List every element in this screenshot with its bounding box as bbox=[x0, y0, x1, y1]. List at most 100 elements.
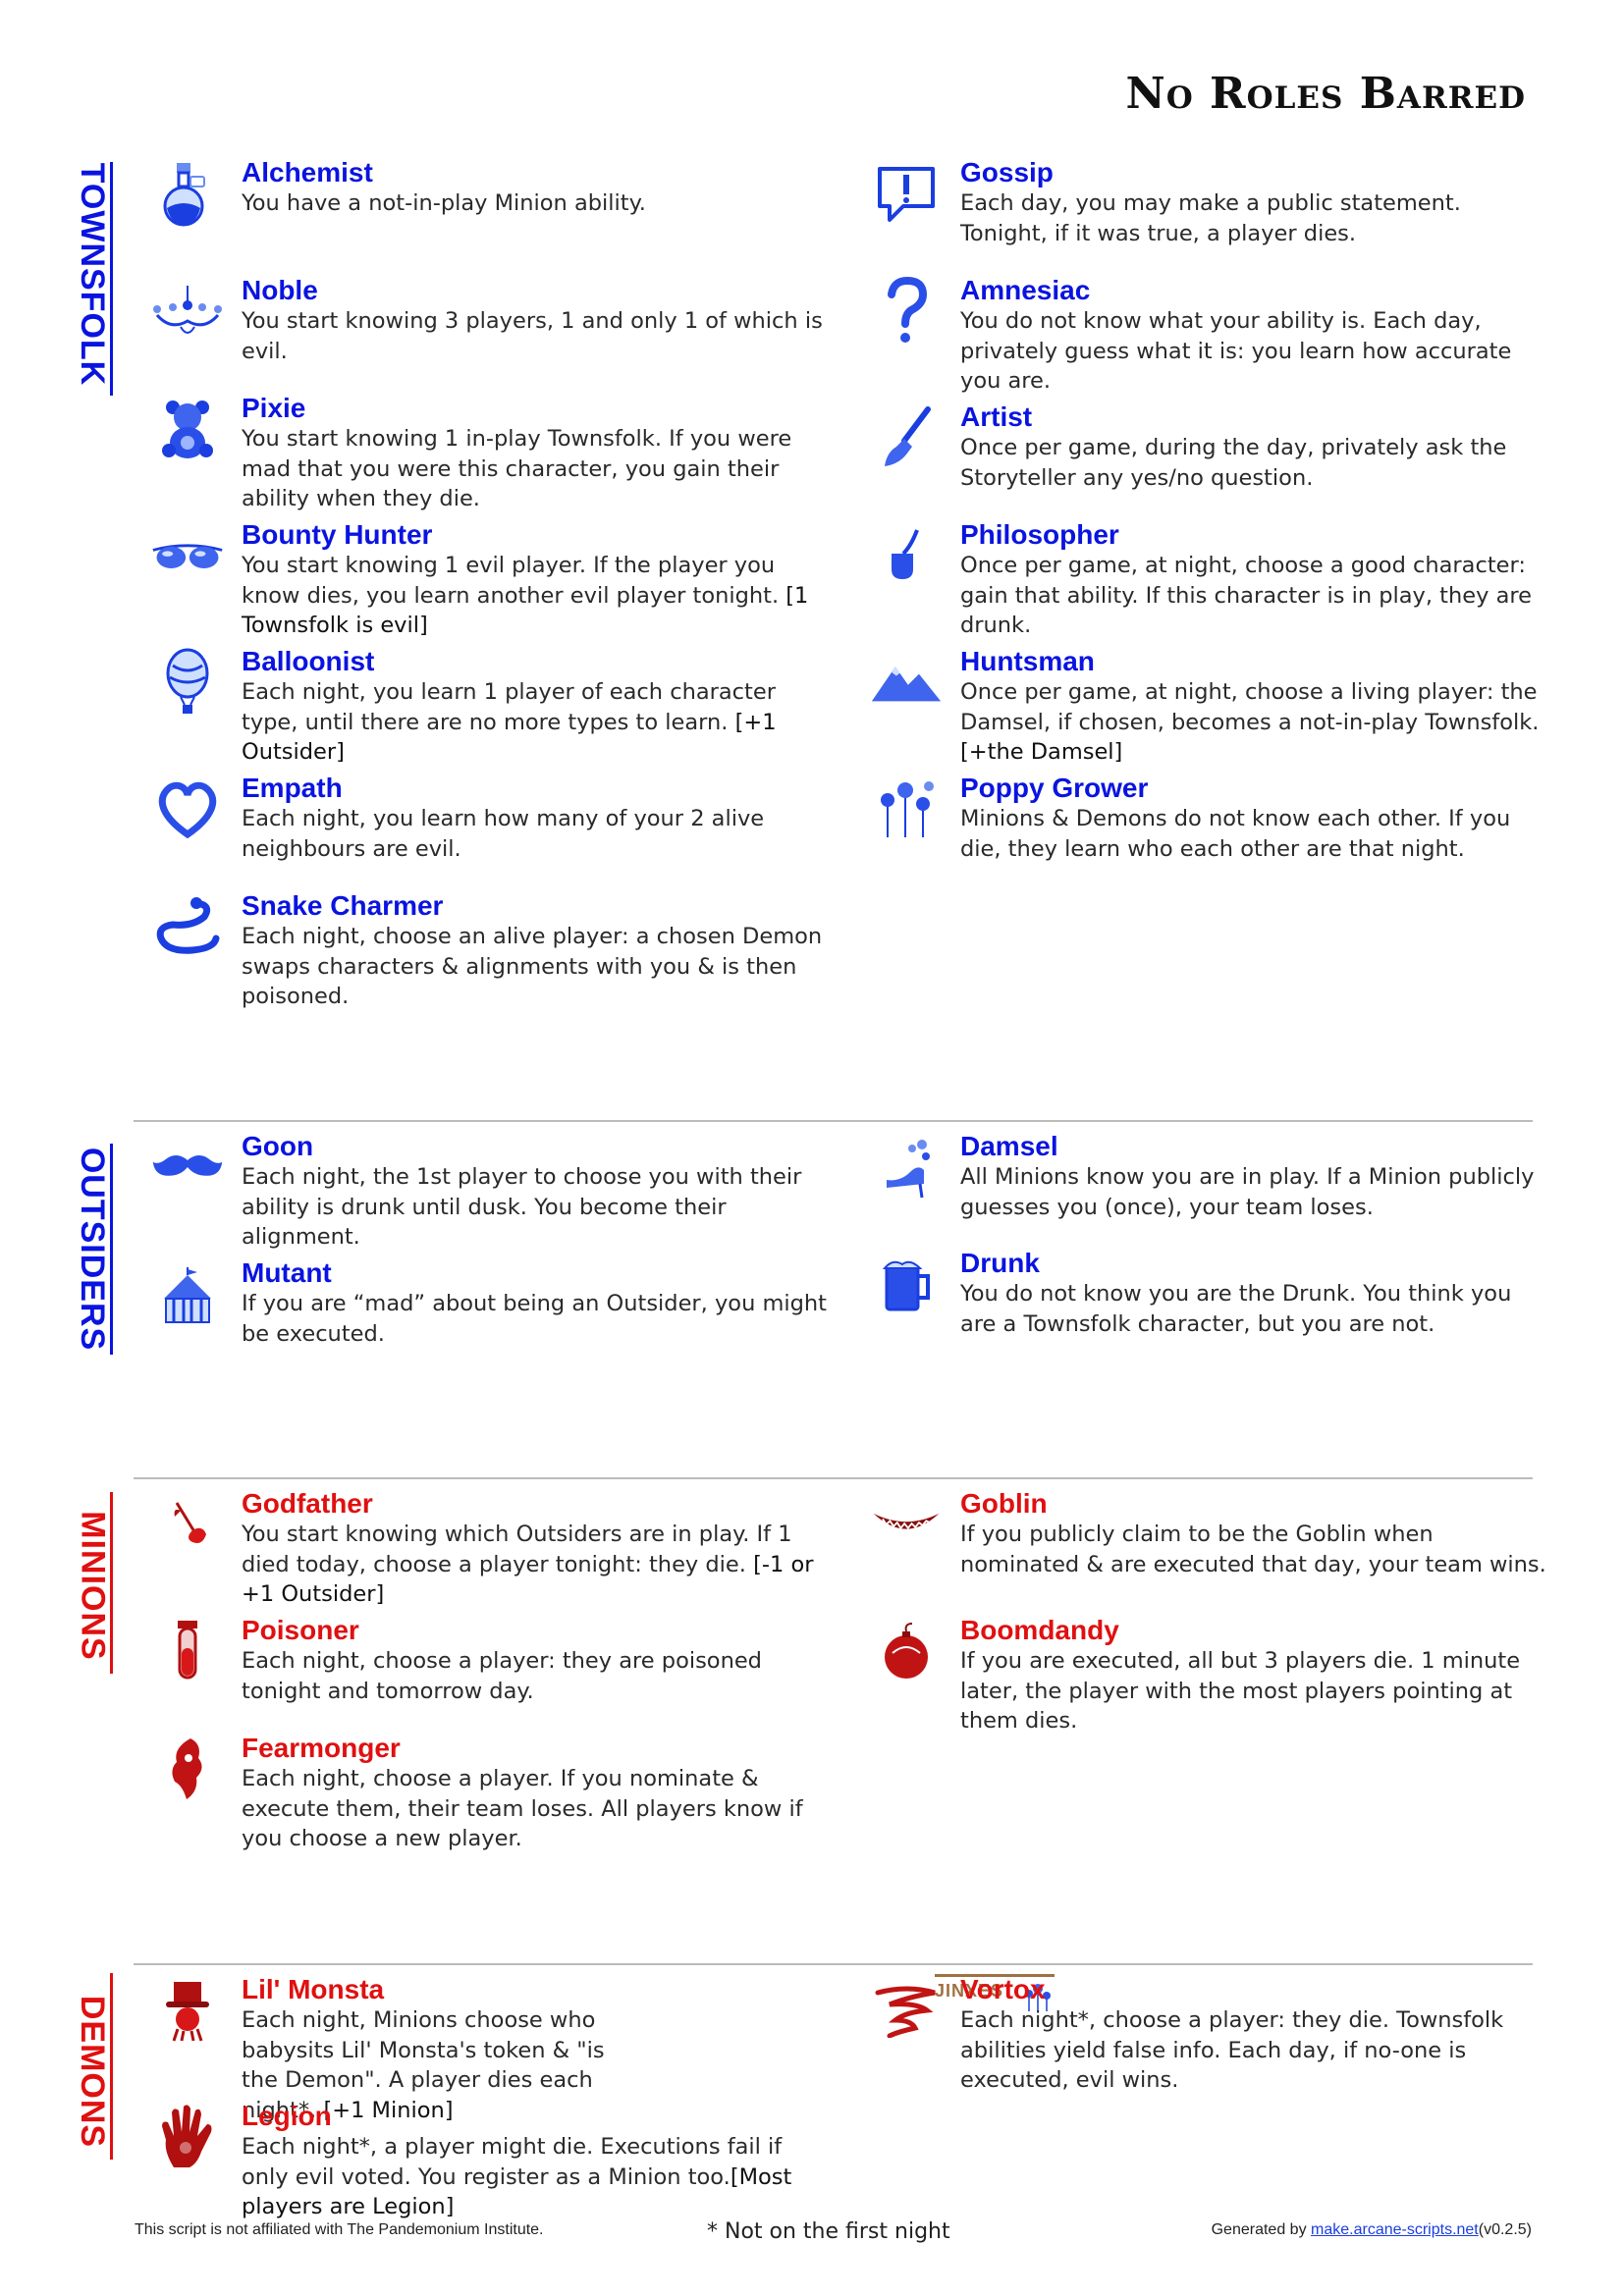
chandelier-icon bbox=[151, 275, 224, 347]
role-ability: You do not know you are the Drunk. You t… bbox=[960, 1281, 1512, 1337]
pipe-icon bbox=[870, 519, 943, 592]
role-ability: Once per game, at night, choose a living… bbox=[960, 679, 1540, 765]
role-name: Empath bbox=[242, 773, 343, 803]
fearmonger-icon bbox=[151, 1733, 224, 1805]
high-heel-icon bbox=[870, 1131, 943, 1203]
role-fearmonger: Fearmonger Each night, choose a player. … bbox=[172, 1733, 831, 1854]
heart-icon bbox=[151, 773, 224, 845]
role-goon: Goon Each night, the 1st player to choos… bbox=[152, 1131, 831, 1253]
role-goblin: Goblin If you publicly claim to be the G… bbox=[873, 1488, 1549, 1579]
role-ability: All Minions know you are in play. If a M… bbox=[960, 1164, 1535, 1220]
snake-icon bbox=[151, 890, 224, 963]
role-name: Drunk bbox=[960, 1248, 1040, 1278]
role-name: Boomdandy bbox=[960, 1615, 1119, 1645]
role-vortox: Vortox Each night*, choose a player: the… bbox=[875, 1974, 1549, 2096]
role-balloonist: Balloonist Each night, you learn 1 playe… bbox=[166, 646, 831, 768]
role-ability: Each night*, choose a player: they die. … bbox=[960, 2007, 1504, 2093]
teddy-bear-icon bbox=[151, 393, 224, 465]
role-huntsman: Huntsman Once per game, at night, choose… bbox=[871, 646, 1549, 768]
role-ability: Each night, the 1st player to choose you… bbox=[242, 1164, 802, 1250]
role-name: Goblin bbox=[960, 1488, 1048, 1519]
role-ability: If you publicly claim to be the Goblin w… bbox=[960, 1522, 1546, 1577]
role-ability: Each day, you may make a public statemen… bbox=[960, 190, 1461, 246]
balloon-icon bbox=[151, 646, 224, 719]
role-name: Noble bbox=[242, 275, 318, 305]
role-name: Godfather bbox=[242, 1488, 373, 1519]
role-ability: Each night, choose an alive player: a ch… bbox=[242, 924, 823, 1009]
role-mutant: Mutant If you are “mad” about being an O… bbox=[164, 1257, 831, 1349]
role-name: Lil' Monsta bbox=[242, 1974, 385, 2004]
role-name: Damsel bbox=[960, 1131, 1058, 1161]
role-name: Legion bbox=[242, 2101, 332, 2131]
moustache-icon bbox=[151, 1131, 224, 1203]
role-ability: Once per game, during the day, privately… bbox=[960, 435, 1507, 491]
role-boomdandy: Boomdandy If you are executed, all but 3… bbox=[885, 1615, 1549, 1736]
role-name: Fearmonger bbox=[242, 1733, 401, 1763]
role-alchemist: Alchemist You have a not-in-play Minion … bbox=[163, 157, 831, 227]
bomb-icon bbox=[870, 1615, 943, 1687]
role-ability: You start knowing 1 in-play Townsfolk. I… bbox=[242, 426, 792, 511]
jinx-panel: JINXES bbox=[935, 1974, 1055, 2011]
role-name: Poisoner bbox=[242, 1615, 359, 1645]
outsiders-label: OUTSIDERS bbox=[74, 1147, 112, 1351]
role-name: Bounty Hunter bbox=[242, 519, 433, 550]
section-divider bbox=[134, 1477, 1533, 1479]
role-ability: Each night, you learn how many of your 2… bbox=[242, 806, 765, 862]
role-ability: You do not know what your ability is. Ea… bbox=[960, 308, 1512, 394]
vortex-icon bbox=[870, 1974, 943, 2047]
role-bounty-hunter: Bounty Hunter You start knowing 1 evil p… bbox=[152, 519, 831, 641]
role-ability: You start knowing which Outsiders are in… bbox=[242, 1522, 814, 1607]
rose-icon bbox=[151, 1488, 224, 1561]
role-name: Vortox bbox=[960, 1974, 1046, 2004]
script-title: No Roles Barred bbox=[1125, 69, 1526, 119]
role-ability: You have a not-in-play Minion ability. bbox=[242, 190, 646, 216]
footer-generated: Generated by make.arcane-scripts.net(v0.… bbox=[1211, 2221, 1532, 2238]
role-ability: Once per game, at night, choose a good c… bbox=[960, 553, 1532, 638]
footer-night-note: * Not on the first night bbox=[707, 2219, 950, 2244]
role-ability: Each night, Minions choose who babysits … bbox=[242, 2007, 605, 2123]
role-name: Mutant bbox=[242, 1257, 332, 1288]
section-divider bbox=[134, 1120, 1533, 1122]
role-artist: Artist Once per game, during the day, pr… bbox=[885, 401, 1549, 493]
townsfolk-bar bbox=[110, 162, 113, 396]
role-ability: You start knowing 3 players, 1 and only … bbox=[242, 308, 823, 364]
role-poisoner: Poisoner Each night, choose a player: th… bbox=[178, 1615, 831, 1706]
demons-bar bbox=[110, 1973, 113, 2160]
role-poppy-grower: Poppy Grower Minions & Demons do not kno… bbox=[881, 773, 1549, 864]
mountains-icon bbox=[870, 646, 943, 719]
role-name: Snake Charmer bbox=[242, 890, 444, 921]
outsiders-bar bbox=[110, 1144, 113, 1355]
generator-link[interactable]: make.arcane-scripts.net bbox=[1311, 2221, 1479, 2238]
role-godfather: Godfather You start knowing which Outsid… bbox=[174, 1488, 831, 1610]
circus-tent-icon bbox=[151, 1257, 224, 1330]
role-ability: Each night, choose a player. If you nomi… bbox=[242, 1766, 803, 1851]
role-ability: You start knowing 1 evil player. If the … bbox=[242, 553, 809, 638]
role-ability: If you are “mad” about being an Outsider… bbox=[242, 1291, 828, 1347]
role-ability: Each night, you learn 1 player of each c… bbox=[242, 679, 777, 765]
role-ability: Each night*, a player might die. Executi… bbox=[242, 2134, 792, 2219]
role-gossip: Gossip Each day, you may make a public s… bbox=[878, 157, 1549, 248]
jinx-title: JINXES bbox=[935, 1974, 1055, 2002]
role-amnesiac: Amnesiac You do not know what your abili… bbox=[888, 275, 1549, 397]
speech-bubble-icon bbox=[870, 157, 943, 230]
role-name: Huntsman bbox=[960, 646, 1095, 676]
poppies-icon bbox=[870, 773, 943, 845]
top-hat-icon bbox=[151, 1974, 224, 2047]
question-mark-icon bbox=[870, 275, 943, 347]
role-damsel: Damsel All Minions know you are in play.… bbox=[887, 1131, 1549, 1222]
poppies-icon bbox=[1025, 1984, 1051, 2011]
role-name: Pixie bbox=[242, 393, 306, 423]
role-name: Alchemist bbox=[242, 157, 373, 187]
role-empath: Empath Each night, you learn how many of… bbox=[158, 773, 831, 864]
minions-label: MINIONS bbox=[74, 1510, 112, 1661]
role-ability: If you are executed, all but 3 players d… bbox=[960, 1648, 1521, 1734]
sunglasses-icon bbox=[151, 519, 224, 592]
role-ability: Minions & Demons do not know each other.… bbox=[960, 806, 1511, 862]
role-ability: Each night, choose a player: they are po… bbox=[242, 1648, 762, 1704]
potion-icon bbox=[151, 157, 224, 230]
role-pixie: Pixie You start knowing 1 in-play Townsf… bbox=[162, 393, 831, 514]
role-name: Gossip bbox=[960, 157, 1054, 187]
role-legion: Legion Each night*, a player might die. … bbox=[162, 2101, 831, 2222]
role-noble: Noble You start knowing 3 players, 1 and… bbox=[153, 275, 831, 366]
role-drunk: Drunk You do not know you are the Drunk.… bbox=[882, 1248, 1549, 1339]
